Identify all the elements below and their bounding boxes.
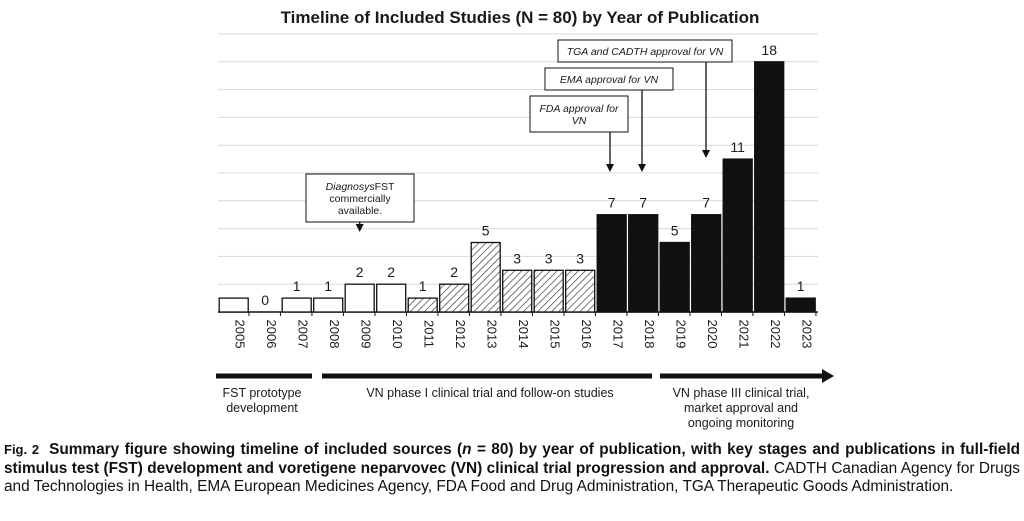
data-label-2017: 7: [608, 195, 616, 211]
tick-label-2011: 2011: [421, 320, 436, 348]
caption-abbreviations: CADTH Canadian Agency for Drugs and Tech…: [4, 459, 1020, 496]
chart-title: Timeline of Included Studies (N = 80) by…: [281, 8, 760, 27]
bar-2014: [502, 269, 533, 313]
annotation-text: VN: [572, 115, 587, 127]
tick-label-2006: 2006: [264, 320, 279, 349]
bar-2008: [313, 297, 344, 313]
annotation-box: [557, 39, 733, 63]
data-label-2019: 5: [671, 223, 679, 239]
annotation-text: FDA approval for: [540, 103, 619, 115]
arrowhead: [355, 224, 364, 232]
bar-2022: [754, 61, 785, 313]
data-label-2021: 11: [730, 139, 745, 155]
stage-label: VN phase III clinical trial,: [673, 386, 810, 400]
bar-2017: [596, 214, 627, 313]
x-tick-labels: 2005 2006 2007 2008 2009 2010 2011 2012 2013 2014…: [232, 312, 817, 349]
caption-bold-part2: = 80) by year of publication, with key s…: [4, 441, 1020, 477]
tick-label-2017: 2017: [610, 320, 625, 349]
arrowhead: [606, 164, 614, 172]
caption-n-symbol: n: [462, 441, 472, 458]
data-label-2016: 3: [576, 250, 584, 266]
bar-chart: Timeline of Included Studies (N = 80) by…: [216, 8, 834, 430]
annotation-text: TGA and CADTH approval for VN: [567, 46, 724, 58]
tick-label-2014: 2014: [516, 320, 531, 349]
annotation-2020: TGA and CADTH approval for VN: [557, 39, 733, 158]
bar-2015: [533, 269, 564, 313]
data-label-2014: 3: [513, 250, 521, 266]
data-label-2011: 1: [419, 278, 427, 294]
tick-label-2020: 2020: [705, 320, 720, 349]
tick-label-2018: 2018: [642, 320, 657, 349]
data-label-2013: 5: [482, 223, 490, 239]
annotation-box: [544, 67, 674, 91]
bar-2020: [691, 214, 722, 313]
bar-2007: [281, 297, 312, 313]
stage-2019-2023: VN phase III clinical trial,market appro…: [660, 369, 834, 430]
figure-caption: Fig. 2 Summary figure showing timeline of…: [4, 441, 1020, 497]
data-label-2015: 3: [545, 250, 553, 266]
bar-2010: [376, 283, 407, 313]
stage-label: FST prototype: [223, 386, 302, 400]
bar-2023: [785, 297, 816, 313]
figure-label: Fig. 2: [4, 442, 40, 457]
arrowhead: [638, 164, 646, 172]
bar-2011: [407, 297, 438, 313]
annotation-text: commercially: [329, 193, 391, 205]
stage-2008-2018: VN phase I clinical trial and follow-on …: [322, 373, 652, 400]
tick-label-2013: 2013: [484, 320, 499, 349]
annotation-box: [529, 95, 629, 133]
data-label-2018: 7: [639, 195, 647, 211]
data-label-2020: 7: [702, 195, 710, 211]
stage-label: VN phase I clinical trial and follow-on …: [366, 386, 613, 400]
data-label-2010: 2: [387, 264, 395, 280]
tick-label-2016: 2016: [579, 320, 594, 349]
tick-label-2015: 2015: [547, 320, 562, 349]
tick-label-2008: 2008: [327, 320, 342, 349]
annotation-text: available.: [338, 205, 382, 217]
tick-label-2009: 2009: [358, 320, 373, 349]
tick-label-2010: 2010: [390, 320, 405, 349]
data-label-2006: 0: [261, 292, 269, 308]
bar-2021: [722, 158, 753, 313]
annotation-text: DiagnosysFST: [326, 181, 395, 193]
tick-label-2007: 2007: [295, 320, 310, 349]
tick-label-2021: 2021: [736, 320, 751, 349]
stage-label: market approval and: [684, 401, 798, 415]
bars: [218, 61, 816, 313]
data-label-2008: 1: [324, 278, 332, 294]
data-label-2007: 1: [293, 278, 301, 294]
tick-label-2012: 2012: [453, 320, 468, 349]
annotation-text: EMA approval for VN: [560, 74, 659, 86]
bar-2013: [470, 241, 501, 313]
tick-label-2023: 2023: [799, 320, 814, 349]
bar-2012: [439, 283, 470, 313]
data-label-2022: 18: [761, 42, 777, 58]
data-label-2023: 1: [797, 278, 805, 294]
tick-label-2019: 2019: [673, 320, 688, 349]
bar-2016: [565, 269, 596, 313]
stage-arrowhead: [822, 369, 834, 383]
bar-2018: [628, 214, 659, 313]
bar-2019: [659, 241, 690, 313]
data-label-2012: 2: [450, 264, 458, 280]
annotation-2018: EMA approval for VN: [544, 67, 674, 172]
bar-2009: [344, 283, 375, 313]
arrowhead: [702, 150, 710, 158]
tick-label-2022: 2022: [768, 320, 783, 349]
stage-label: development: [226, 401, 298, 415]
caption-bold-part1: Summary figure showing timeline of inclu…: [49, 441, 463, 458]
annotation-box: [305, 173, 415, 223]
bar-2005: [218, 297, 249, 313]
stage-label: ongoing monitoring: [688, 416, 794, 430]
data-label-2009: 2: [356, 264, 364, 280]
tick-label-2005: 2005: [232, 320, 247, 349]
